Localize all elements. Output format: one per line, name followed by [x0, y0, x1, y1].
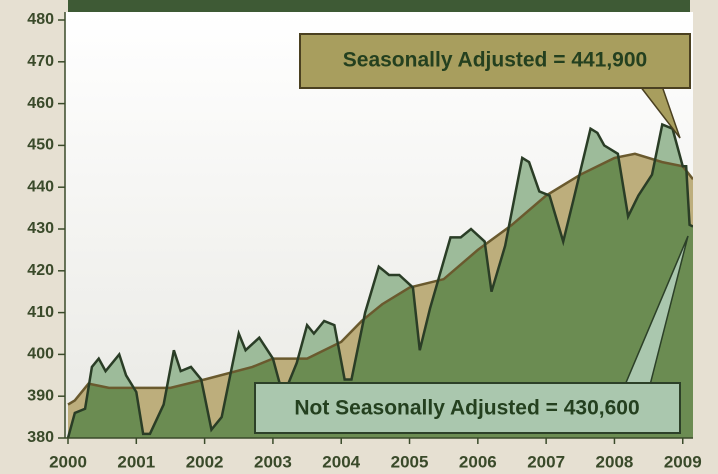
y-tick-label: 410	[27, 304, 54, 321]
y-tick-label: 470	[27, 53, 54, 70]
y-tick-label: 460	[27, 95, 54, 112]
header-bar	[68, 0, 690, 12]
x-tick-label: 2009	[664, 452, 702, 471]
y-tick-label: 450	[27, 137, 54, 154]
areas	[66, 122, 693, 438]
x-tick-label: 2007	[527, 452, 565, 471]
y-tick-label: 430	[27, 220, 54, 237]
x-tick-label: 2002	[186, 452, 224, 471]
axes: 380 390 400 410 420 430 440 450 460 470 480 2000 200…	[27, 11, 701, 471]
x-tick-label: 2001	[117, 452, 155, 471]
annotation-sa: Seasonally Adjusted = 441,900	[299, 33, 691, 139]
x-tick-label: 2003	[254, 452, 292, 471]
annotation: Seasonally Adjusted = 441,900	[343, 49, 647, 72]
x-tick-label: 2004	[322, 452, 360, 471]
y-tick-label: 440	[27, 178, 54, 195]
annotation-nsa: Not Seasonally Adjusted = 430,600	[254, 235, 689, 434]
y-tick-label: 380	[27, 429, 54, 446]
y-tick-label: 400	[27, 346, 54, 363]
x-tick-label: 2005	[391, 452, 429, 471]
annotation: Not Seasonally Adjusted = 430,600	[294, 397, 639, 420]
x-tick-label: 2008	[596, 452, 634, 471]
y-tick-label: 420	[27, 262, 54, 279]
y-tick-label: 390	[27, 387, 54, 404]
x-tick-label: 2006	[459, 452, 497, 471]
callout-box	[299, 33, 691, 89]
y-tick-label: 480	[27, 11, 54, 28]
callout-box	[254, 382, 681, 434]
x-tick-label: 2000	[49, 452, 87, 471]
line	[66, 122, 693, 438]
